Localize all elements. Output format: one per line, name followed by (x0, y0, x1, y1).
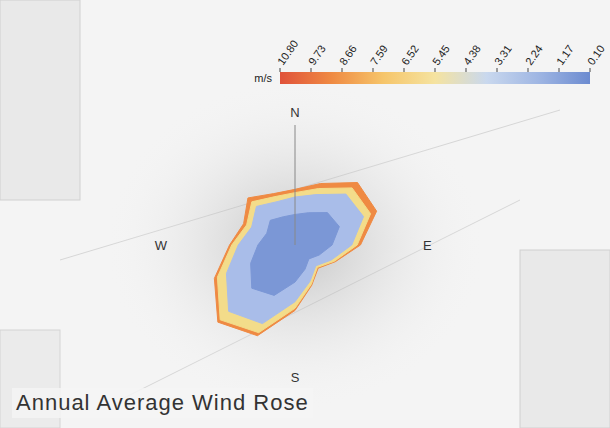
html-text:Annual Average Wind Rose: Annual Average Wind Rose (16, 390, 309, 415)
svg-text:W: W (155, 238, 168, 253)
svg-text:5.45: 5.45 (430, 43, 452, 67)
svg-text:4.38: 4.38 (461, 43, 483, 67)
svg-text:0.10: 0.10 (585, 43, 607, 67)
svg-text:8.66: 8.66 (337, 43, 359, 67)
svg-text:N: N (290, 105, 299, 120)
svg-text:1.17: 1.17 (554, 43, 576, 67)
svg-text:E: E (423, 238, 432, 253)
svg-text:9.73: 9.73 (306, 43, 328, 67)
svg-text:S: S (291, 370, 300, 385)
svg-text:7.59: 7.59 (368, 43, 390, 67)
svg-text:2.24: 2.24 (523, 43, 545, 67)
svg-text:m/s: m/s (254, 72, 272, 84)
svg-text:6.52: 6.52 (399, 43, 421, 67)
svg-text:10.80: 10.80 (275, 38, 301, 67)
svg-text:3.31: 3.31 (492, 43, 514, 67)
